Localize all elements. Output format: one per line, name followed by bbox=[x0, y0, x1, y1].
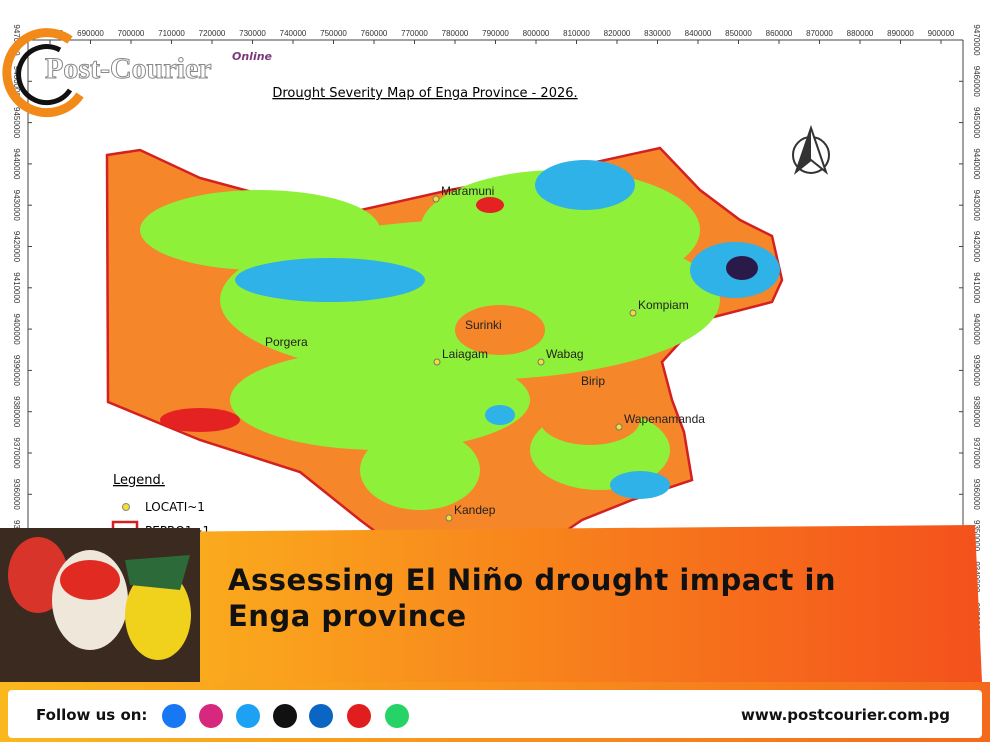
place-label: Maramuni bbox=[441, 184, 494, 198]
x-tick-label: 740000 bbox=[280, 29, 307, 38]
legend-title: Legend. bbox=[113, 473, 165, 488]
place-label: Birip bbox=[581, 374, 605, 388]
x-tick-label: 780000 bbox=[442, 29, 469, 38]
x-tick-label: 840000 bbox=[685, 29, 712, 38]
icon-linkedin[interactable] bbox=[309, 704, 333, 728]
y-tick-label: 9390000 bbox=[972, 355, 981, 387]
y-tick-label: 9400000 bbox=[12, 314, 21, 346]
y-tick-label: 9400000 bbox=[972, 314, 981, 346]
headline: Assessing El Niño drought impact in Enga… bbox=[228, 563, 837, 633]
place-dot bbox=[615, 423, 623, 431]
place-label: Wapenamanda bbox=[624, 412, 705, 426]
place-label: Surinki bbox=[465, 318, 502, 332]
faces-image bbox=[0, 528, 200, 683]
y-tick-label: 9420000 bbox=[972, 231, 981, 263]
follow-label: Follow us on: bbox=[36, 706, 148, 724]
y-tick-label: 9360000 bbox=[12, 479, 21, 511]
x-tick-label: 710000 bbox=[158, 29, 185, 38]
x-tick-label: 830000 bbox=[644, 29, 671, 38]
x-tick-label: 860000 bbox=[766, 29, 793, 38]
coordinate-ticks: 680000 690000 700000 710000 720000 730000 7400… bbox=[12, 24, 981, 675]
place-dot bbox=[537, 358, 545, 366]
x-tick-label: 900000 bbox=[928, 29, 955, 38]
icon-instagram[interactable] bbox=[199, 704, 223, 728]
place-label: Laiagam bbox=[442, 347, 488, 361]
legend-point bbox=[122, 503, 130, 511]
drought-zones bbox=[130, 160, 780, 510]
x-tick-label: 880000 bbox=[847, 29, 874, 38]
social-icons bbox=[162, 704, 409, 728]
x-tick-label: 790000 bbox=[482, 29, 509, 38]
icon-tiktok[interactable] bbox=[273, 704, 297, 728]
y-tick-label: 9440000 bbox=[12, 148, 21, 180]
x-tick-label: 730000 bbox=[239, 29, 266, 38]
x-tick-label: 820000 bbox=[604, 29, 631, 38]
x-tick-label: 870000 bbox=[806, 29, 833, 38]
place-dot bbox=[432, 195, 440, 203]
north-arrow bbox=[792, 124, 830, 175]
x-tick-label: 810000 bbox=[563, 29, 590, 38]
y-tick-label: 9470000 bbox=[972, 24, 981, 56]
icon-facebook[interactable] bbox=[162, 704, 186, 728]
x-tick-label: 700000 bbox=[118, 29, 145, 38]
logo-name: Post-Courier bbox=[45, 52, 212, 85]
x-tick-label: 850000 bbox=[725, 29, 752, 38]
x-tick-label: 800000 bbox=[523, 29, 550, 38]
y-tick-label: 9350000 bbox=[972, 520, 981, 552]
place-labels: Maramuni Kompiam Porgera Surinki Laiagam Waba… bbox=[265, 184, 705, 522]
y-tick-label: 9460000 bbox=[12, 66, 21, 98]
logo-tag: Online bbox=[232, 50, 273, 63]
place-dot bbox=[445, 514, 453, 522]
y-tick-label: 9370000 bbox=[12, 437, 21, 469]
x-tick-label: 760000 bbox=[361, 29, 388, 38]
x-tick-label: 770000 bbox=[401, 29, 428, 38]
x-tick-label: 890000 bbox=[887, 29, 914, 38]
y-tick-label: 9430000 bbox=[972, 190, 981, 222]
y-tick-label: 9390000 bbox=[12, 355, 21, 387]
y-tick-label: 9410000 bbox=[12, 272, 21, 304]
map-title: Drought Severity Map of Enga Province - … bbox=[272, 86, 577, 101]
x-tick-label: 690000 bbox=[77, 29, 104, 38]
y-tick-label: 9380000 bbox=[972, 396, 981, 428]
icon-twitter[interactable] bbox=[236, 704, 260, 728]
y-tick-label: 9360000 bbox=[972, 479, 981, 511]
x-tick-label: 720000 bbox=[199, 29, 226, 38]
website[interactable]: www.postcourier.com.pg bbox=[741, 706, 950, 724]
place-dot bbox=[629, 309, 637, 317]
y-tick-label: 9370000 bbox=[972, 437, 981, 469]
headline-banner bbox=[130, 525, 982, 682]
y-tick-label: 9420000 bbox=[12, 231, 21, 263]
logo: Post-Courier Online bbox=[2, 28, 273, 118]
x-tick-label: 750000 bbox=[320, 29, 347, 38]
y-tick-label: 9460000 bbox=[972, 66, 981, 98]
icon-whatsapp[interactable] bbox=[385, 704, 409, 728]
y-tick-label: 9440000 bbox=[972, 148, 981, 180]
place-label: Porgera bbox=[265, 335, 308, 349]
icon-youtube[interactable] bbox=[347, 704, 371, 728]
y-tick-label: 9410000 bbox=[972, 272, 981, 304]
y-tick-label: 9430000 bbox=[12, 190, 21, 222]
legend-item: LOCATI~1 bbox=[145, 500, 205, 514]
place-dot bbox=[433, 358, 441, 366]
place-label: Wabag bbox=[546, 347, 584, 361]
place-label: Kompiam bbox=[638, 298, 689, 312]
y-tick-label: 9380000 bbox=[12, 396, 21, 428]
place-label: Kandep bbox=[454, 503, 496, 517]
y-tick-label: 9450000 bbox=[12, 107, 21, 139]
y-tick-label: 9450000 bbox=[972, 107, 981, 139]
